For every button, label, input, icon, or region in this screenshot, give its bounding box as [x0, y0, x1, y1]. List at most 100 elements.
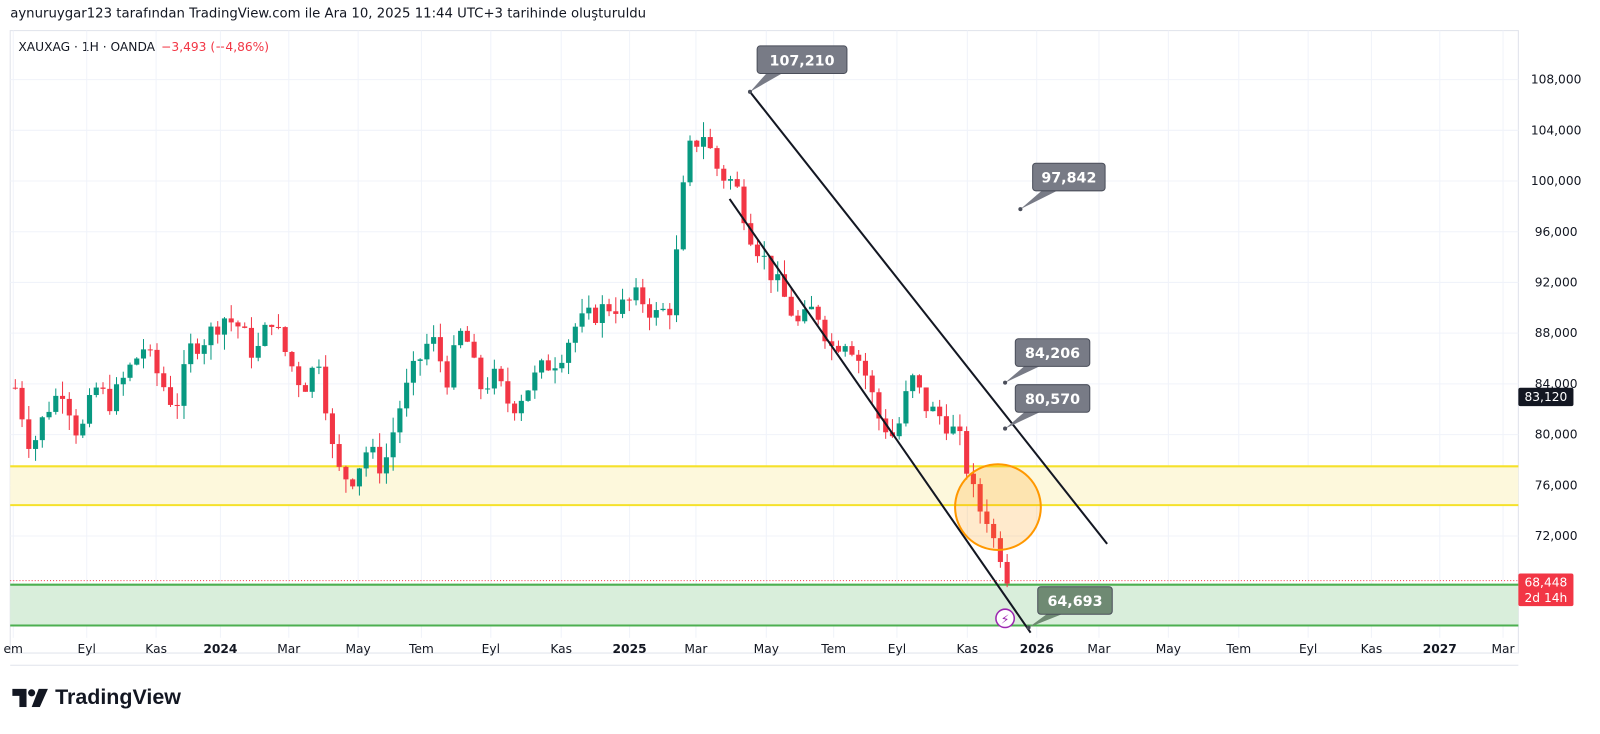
candle-body: [302, 385, 308, 392]
candle-body: [19, 387, 25, 420]
callout-box: [1014, 338, 1091, 367]
candle-body: [113, 384, 120, 412]
candle-body: [808, 306, 815, 310]
candle-body: [39, 417, 45, 441]
callout-anchor: [747, 89, 753, 94]
candle-body: [262, 324, 268, 346]
candle-body: [140, 349, 147, 359]
candle-body: [795, 315, 801, 322]
candle-body: [829, 341, 835, 346]
candle-body: [916, 375, 922, 388]
time-tick-label: 2027: [1423, 642, 1457, 656]
callout-box: [1037, 586, 1113, 615]
candle-body: [404, 382, 410, 409]
candle-body: [512, 403, 518, 414]
candle-body: [377, 446, 383, 474]
candle-body: [410, 360, 416, 383]
candle-body: [599, 304, 605, 323]
candle-body: [282, 327, 288, 352]
time-tick-label: Tem: [408, 642, 434, 656]
candle-body: [127, 364, 133, 378]
candle-body: [862, 360, 868, 376]
candle-body: [329, 413, 335, 445]
candle-body: [991, 523, 997, 539]
candle-body: [869, 375, 875, 393]
candle-body: [161, 373, 167, 388]
tradingview-logo-icon: [12, 688, 48, 708]
tradingview-logo[interactable]: TradingView: [12, 686, 181, 710]
callout-pointer: [1005, 365, 1042, 383]
candle-body: [518, 400, 524, 414]
candle-body: [248, 327, 255, 358]
candle-body: [120, 377, 126, 385]
candle-body: [667, 308, 673, 316]
candle-body: [559, 362, 565, 369]
candle-body: [417, 359, 423, 361]
callout-label: 64,693: [1047, 594, 1102, 610]
candle-body: [228, 318, 234, 323]
candle-body: [363, 452, 369, 469]
candle-body: [471, 341, 477, 358]
price-tick-label: 72,000: [1535, 529, 1578, 543]
candle-body: [235, 322, 241, 327]
callout-pointer: [1028, 613, 1065, 628]
time-tick-label: em: [4, 642, 23, 656]
time-tick-label: Mar: [1087, 642, 1111, 656]
price-tick-label: 104,000: [1531, 123, 1582, 137]
time-tick-label: Tem: [820, 642, 846, 656]
candle-body: [613, 311, 619, 314]
candle-body: [646, 304, 653, 318]
candle-body: [579, 313, 585, 327]
candle-body: [242, 326, 248, 328]
candle-body: [66, 398, 72, 416]
price-tick-label: 84,000: [1535, 377, 1578, 391]
lightning-icon: [995, 608, 1016, 629]
candle-body: [876, 392, 882, 419]
candle-body: [930, 406, 936, 412]
candle-body: [86, 395, 93, 424]
candle-body: [59, 395, 66, 399]
callout-box: [1014, 384, 1091, 413]
candle-body: [309, 367, 315, 392]
candle-body: [255, 345, 261, 358]
candle-body: [775, 274, 781, 281]
candle-body: [539, 360, 545, 373]
candle-body: [390, 432, 396, 458]
candle-body: [714, 148, 720, 169]
price-tick-label: 88,000: [1535, 326, 1578, 340]
callout-box: [756, 45, 848, 74]
candle-body: [167, 387, 174, 405]
time-tick-label: Eyl: [78, 642, 96, 656]
callout-box: [1032, 162, 1106, 192]
callout-label: 80,570: [1025, 392, 1080, 408]
candle-body: [397, 408, 403, 433]
candle-body: [964, 431, 970, 474]
callout-label: 97,842: [1041, 171, 1096, 187]
candle-body: [269, 324, 275, 327]
candle-body: [208, 326, 214, 346]
countdown-label: 2d 14h: [1525, 591, 1568, 605]
candle-body: [147, 349, 153, 351]
price-tick-label: 92,000: [1535, 276, 1578, 290]
time-tick-label: Mar: [684, 642, 708, 656]
candle-body: [350, 479, 356, 487]
candle-body: [950, 426, 956, 434]
current-price-badge: [1518, 573, 1574, 607]
candle-body: [754, 244, 761, 257]
candle-body: [336, 444, 342, 467]
candle-body: [73, 415, 79, 436]
price-tick-label: 96,000: [1535, 225, 1578, 239]
time-tick-label: Tem: [1225, 642, 1251, 656]
candle-body: [741, 186, 747, 224]
candle-body: [619, 299, 626, 314]
candle-body: [451, 345, 457, 388]
candle-body: [201, 345, 207, 354]
candle-body: [188, 343, 194, 365]
candle-body: [458, 330, 464, 346]
candle-body: [943, 416, 949, 434]
candle-body: [586, 307, 592, 314]
candle-body: [12, 387, 18, 389]
candle-body: [673, 249, 680, 316]
candle-body: [383, 457, 389, 474]
